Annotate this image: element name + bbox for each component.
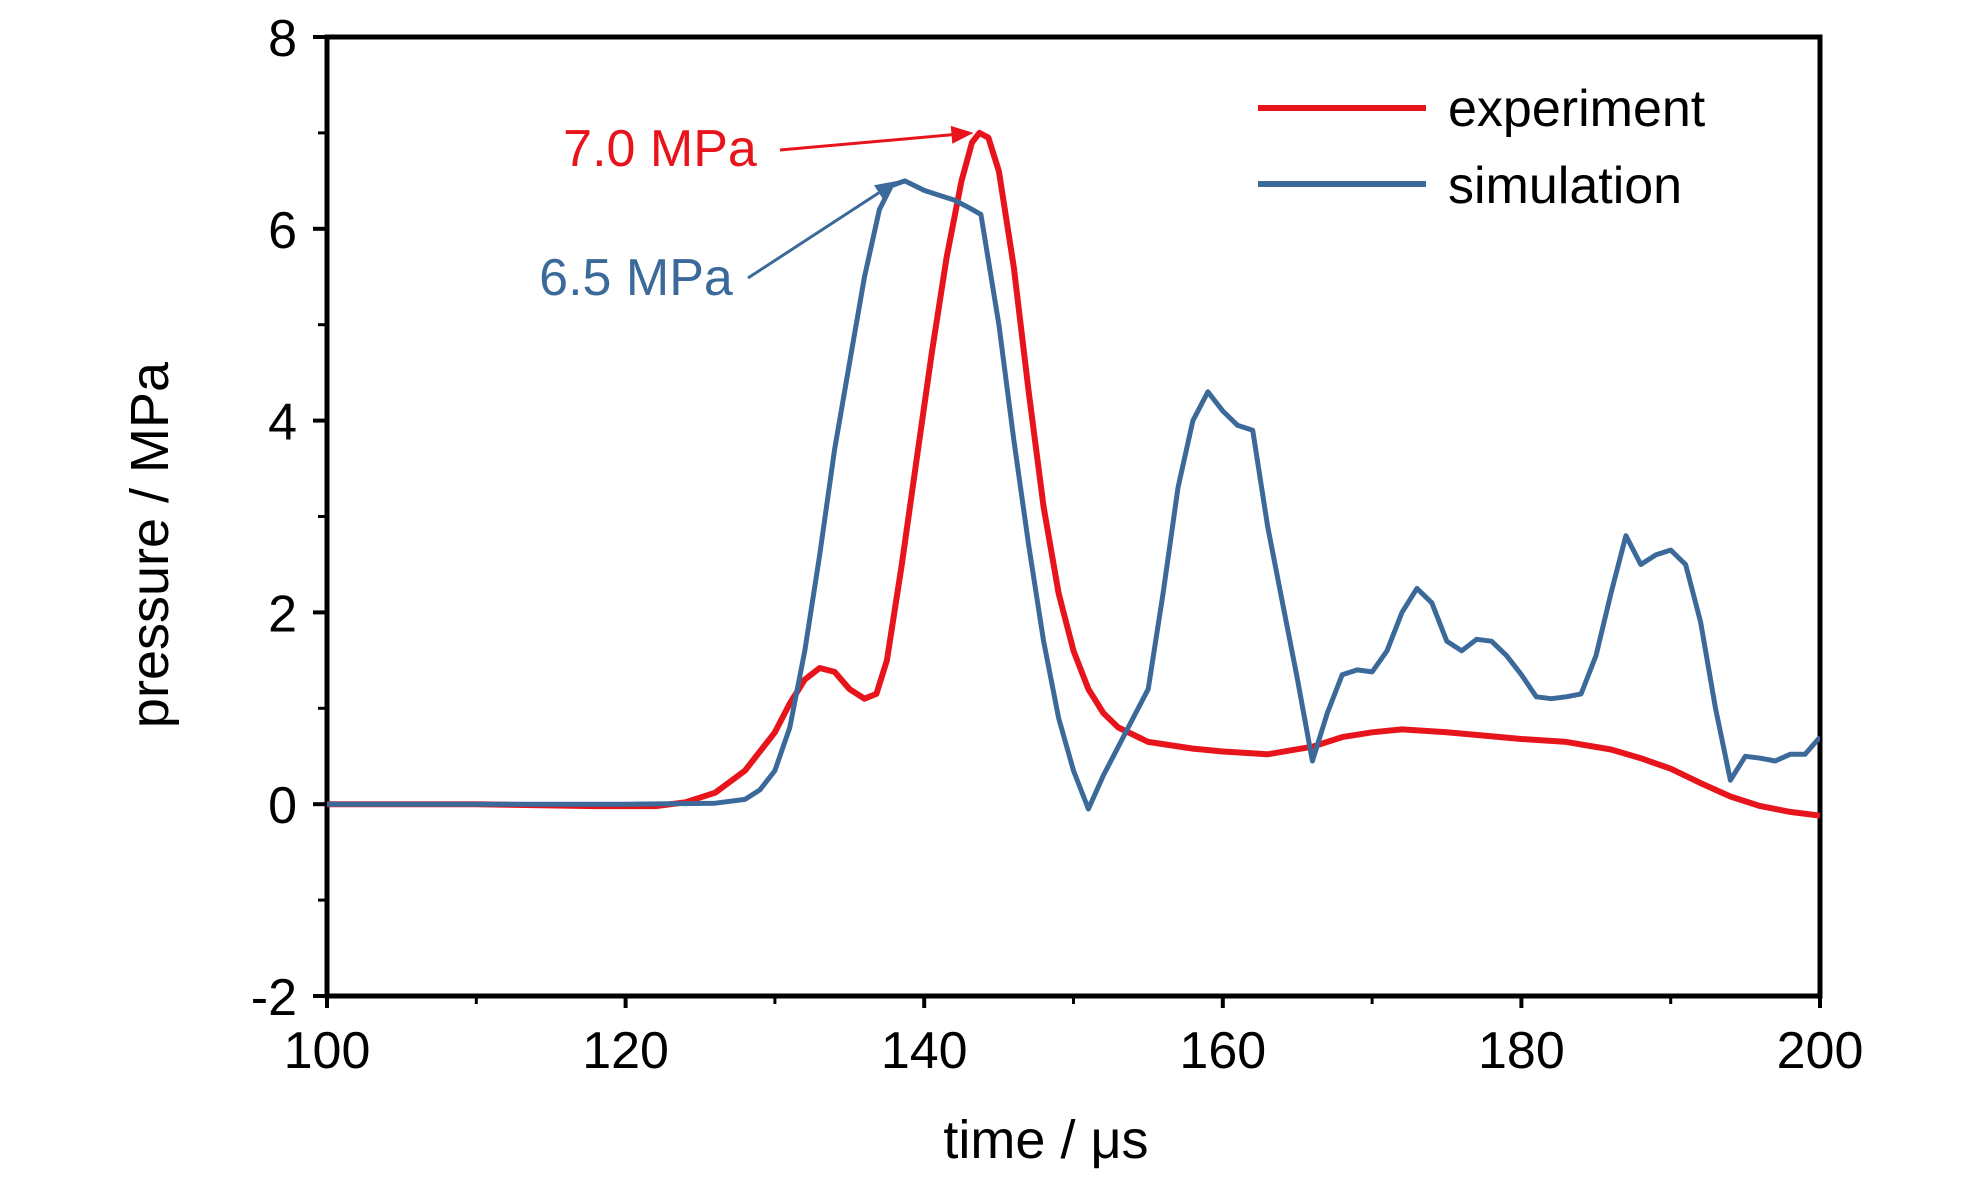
- series-line-experiment: [327, 129, 1820, 819]
- annotation-label-simulation: 6.5 MPa: [539, 249, 733, 307]
- x-tick-label: 140: [881, 1022, 968, 1080]
- y-tick-label: 6: [268, 202, 297, 260]
- annotation-arrow-experiment: [779, 133, 952, 152]
- legend: experiment simulation: [1258, 80, 1706, 215]
- annotation-arrowhead-experiment: [950, 125, 974, 144]
- x-tick-label: 120: [582, 1022, 669, 1080]
- legend-label-simulation: simulation: [1448, 157, 1682, 215]
- series-line-simulation: [327, 178, 1820, 812]
- y-tick-label: 0: [268, 777, 297, 835]
- y-tick-label: 8: [268, 10, 297, 68]
- axes-ticks: 100 120 140 160 180 200 -2 0 2 4 6 8: [251, 10, 1864, 1080]
- x-tick-label: 200: [1777, 1022, 1864, 1080]
- annotation-simulation-peak: 6.5 MPa: [539, 180, 898, 307]
- x-tick-label: 180: [1478, 1022, 1565, 1080]
- legend-label-experiment: experiment: [1448, 80, 1706, 138]
- x-axis-title: time / μs: [943, 1110, 1148, 1170]
- y-tick-label: -2: [251, 969, 297, 1027]
- annotation-experiment-peak: 7.0 MPa: [563, 120, 974, 178]
- annotation-label-experiment: 7.0 MPa: [563, 120, 757, 178]
- annotation-arrowhead-simulation: [874, 180, 898, 201]
- y-axis-title: pressure / MPa: [120, 361, 180, 728]
- x-tick-label: 160: [1179, 1022, 1266, 1080]
- y-tick-label: 4: [268, 394, 297, 452]
- annotation-arrow-simulation: [747, 191, 880, 280]
- x-tick-label: 100: [284, 1022, 371, 1080]
- y-tick-label: 2: [268, 585, 297, 643]
